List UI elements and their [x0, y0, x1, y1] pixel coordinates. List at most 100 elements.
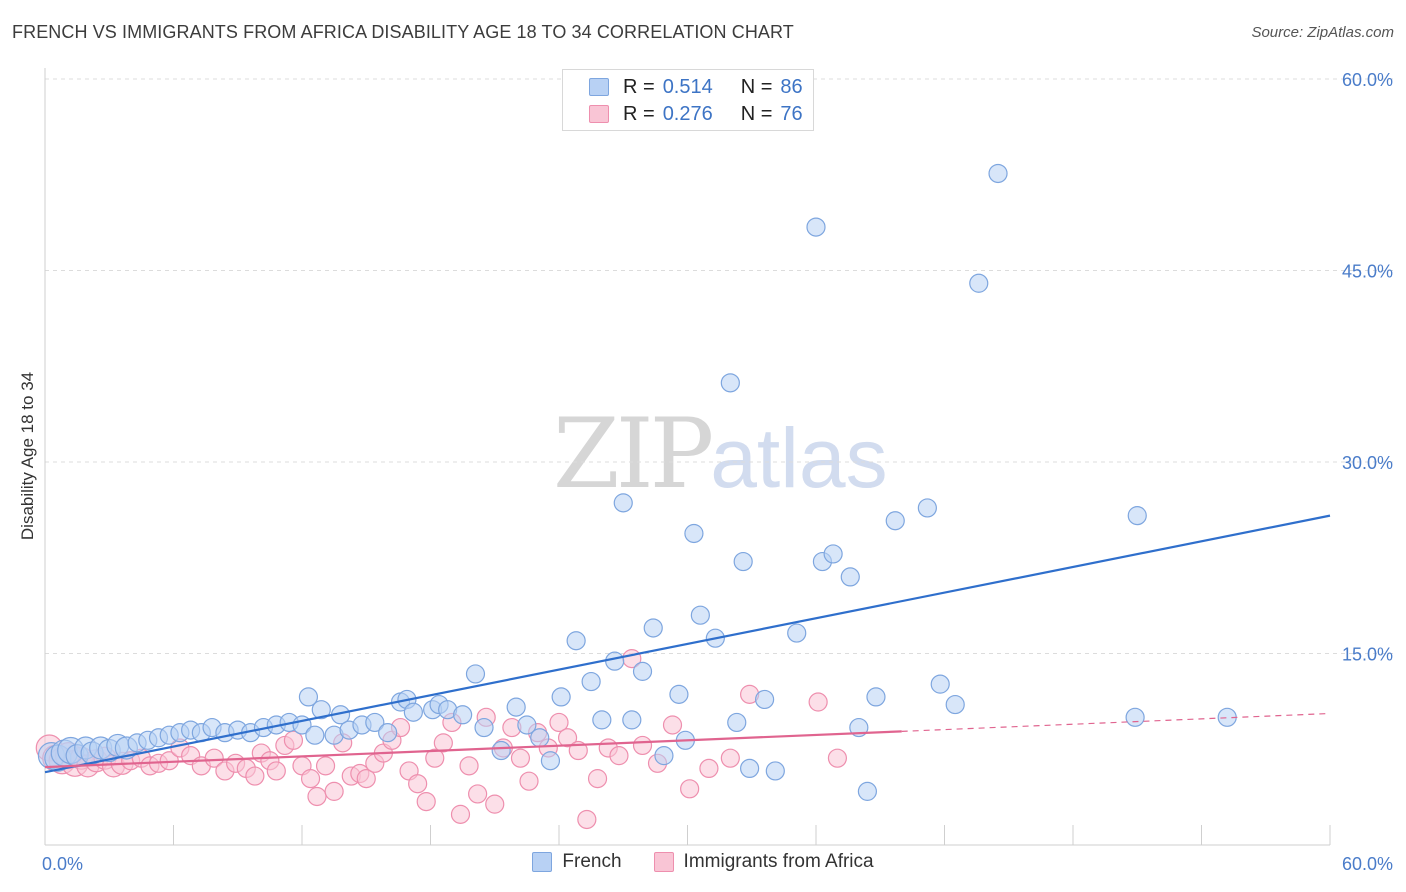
french-point	[465, 664, 486, 684]
french-point	[806, 217, 826, 237]
africa-point	[245, 766, 265, 786]
africa-point	[300, 769, 321, 789]
french-point	[474, 717, 494, 738]
french-legend-swatch	[532, 852, 553, 872]
french-point	[654, 746, 674, 766]
r-value: 0.514	[662, 75, 713, 98]
french-point	[403, 702, 423, 722]
french-point	[690, 605, 710, 625]
french-point	[506, 697, 526, 717]
chart-title: FRENCH VS IMMIGRANTS FROM AFRICA DISABIL…	[12, 22, 794, 42]
french-point	[787, 623, 807, 643]
french-point	[823, 544, 843, 564]
r-label: R =	[623, 75, 655, 98]
french-point	[540, 751, 561, 771]
africa-point	[459, 756, 479, 776]
french-point	[517, 715, 537, 735]
y-axis-label: Disability Age 18 to 34	[18, 371, 37, 541]
y-tick-label-45: 45.0%	[1342, 262, 1393, 282]
africa-point	[510, 748, 531, 768]
africa-point	[315, 756, 336, 776]
french-points	[37, 163, 1237, 801]
r-label: R =	[623, 102, 655, 125]
french-point	[643, 618, 663, 638]
africa-trend-line	[44, 730, 902, 769]
french-trend-line	[44, 514, 1331, 774]
french-point	[622, 710, 642, 730]
french-point	[1125, 707, 1145, 727]
africa-point	[307, 786, 327, 807]
legend-label-africa: Immigrants from Africa	[683, 851, 874, 872]
french-point	[765, 761, 785, 781]
french-point	[930, 674, 950, 694]
africa-point	[519, 771, 539, 791]
french-point	[917, 498, 937, 518]
french-point	[530, 728, 550, 748]
africa-point	[266, 761, 286, 781]
french-point	[453, 705, 473, 725]
africa-point	[485, 794, 505, 814]
n-value: 86	[780, 75, 803, 98]
y-tick-label-15: 15.0%	[1342, 645, 1393, 665]
africa-point	[699, 758, 719, 779]
french-point	[1127, 506, 1147, 526]
grid-layer	[45, 78, 1395, 654]
french-point	[632, 661, 653, 681]
y-tick-label-60: 60.0%	[1342, 70, 1393, 90]
africa-point	[204, 748, 224, 768]
legend-label-french: French	[562, 851, 622, 872]
french-point	[491, 740, 511, 761]
stats-legend: R = 0.514 N = 86 R = 0.276 N = 76	[562, 69, 814, 131]
africa-point	[433, 733, 453, 753]
french-point	[378, 723, 398, 743]
source-label: Source: ZipAtlas.com	[1251, 24, 1394, 41]
french-point	[754, 689, 775, 710]
tick-label-layer: 15.0% 30.0% 45.0% 60.0% 0.0% 60.0%	[42, 70, 1393, 874]
y-tick-label-30: 30.0%	[1342, 453, 1393, 473]
french-point	[551, 687, 571, 707]
french-point	[857, 781, 878, 801]
legend-item-french[interactable]: French	[532, 851, 622, 873]
africa-point	[632, 735, 653, 756]
stats-row-french: R = 0.514 N = 86	[589, 74, 803, 100]
french-point	[305, 725, 325, 745]
africa-point	[468, 784, 488, 804]
french-point	[945, 694, 965, 715]
africa-point	[662, 715, 683, 735]
french-point	[592, 710, 612, 730]
french-point	[365, 712, 385, 733]
stats-row-africa: R = 0.276 N = 76	[589, 101, 803, 127]
africa-point	[416, 791, 436, 812]
french-point	[581, 671, 601, 692]
french-point	[988, 163, 1008, 184]
n-value: 76	[780, 102, 803, 125]
africa-point	[283, 730, 304, 750]
africa-point	[587, 769, 608, 789]
french-point	[605, 651, 625, 671]
africa-point	[609, 746, 629, 766]
french-swatch	[589, 78, 609, 96]
n-label: N =	[740, 102, 773, 125]
africa-point	[720, 748, 740, 768]
french-point	[885, 511, 905, 531]
africa-point	[680, 779, 700, 799]
africa-point	[324, 781, 344, 801]
french-point	[866, 687, 886, 707]
french-point	[969, 273, 989, 293]
french-point	[727, 712, 747, 733]
french-point	[566, 631, 586, 651]
french-point	[733, 551, 753, 572]
french-point	[298, 687, 319, 707]
africa-point	[356, 769, 376, 789]
africa-point	[408, 774, 428, 794]
africa-point	[557, 728, 578, 748]
french-point	[613, 493, 633, 513]
africa-point	[450, 804, 471, 824]
french-point	[740, 758, 760, 779]
africa-swatch	[589, 105, 609, 123]
series-legend: French Immigrants from Africa	[0, 851, 1406, 873]
africa-trend-extension	[901, 712, 1331, 732]
legend-item-africa[interactable]: Immigrants from Africa	[653, 851, 874, 873]
french-point	[669, 684, 689, 704]
french-point	[684, 523, 704, 544]
